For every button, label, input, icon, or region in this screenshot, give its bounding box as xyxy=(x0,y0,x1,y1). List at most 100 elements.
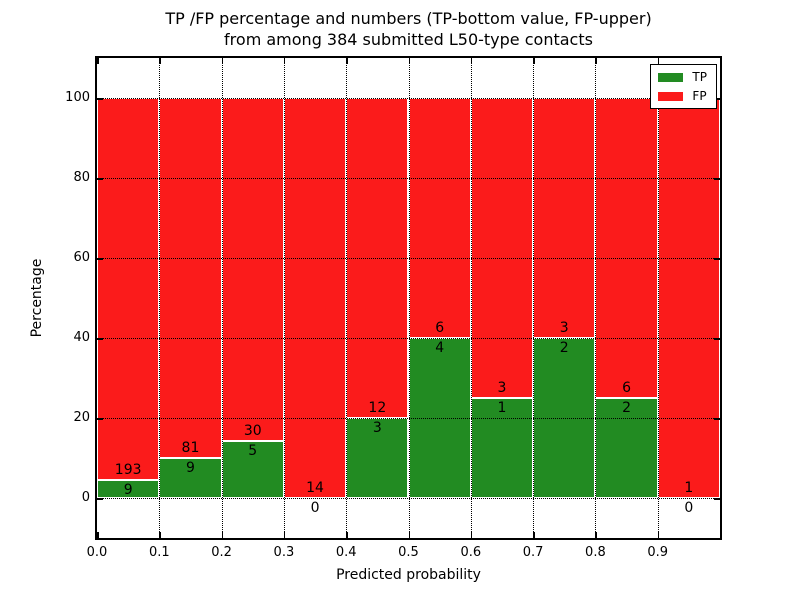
tp-bar-segment xyxy=(97,480,160,498)
x-tick-mark-top xyxy=(408,58,410,64)
y-tick-mark-left xyxy=(97,338,103,340)
fp-count-label: 1 xyxy=(684,480,694,496)
x-tick-mark-bottom xyxy=(657,532,660,538)
horizontal-gridline xyxy=(97,498,720,499)
fp-bar-segment xyxy=(221,98,284,441)
tp-bar-segment xyxy=(221,440,284,498)
y-tick-label: 40 xyxy=(73,330,90,345)
y-tick-mark-left xyxy=(97,498,103,500)
tp-count-label: 5 xyxy=(248,442,258,459)
x-tick-mark-top xyxy=(533,58,535,64)
tp-legend-label: TP xyxy=(692,70,707,84)
fp-bar-segment xyxy=(533,98,596,338)
legend-entry-tp: TP xyxy=(658,71,707,83)
horizontal-gridline xyxy=(97,178,720,179)
fp-count-label: 81 xyxy=(181,440,200,456)
x-tick-mark-bottom xyxy=(283,532,286,538)
tp-bar-segment xyxy=(159,458,222,498)
x-tick-mark-bottom xyxy=(346,532,348,538)
x-tick-mark-bottom xyxy=(221,532,224,538)
x-tick-mark-top xyxy=(595,58,597,64)
vertical-gridline xyxy=(657,58,659,538)
x-tick-mark-top xyxy=(221,58,224,64)
y-tick-mark-left xyxy=(97,418,103,420)
plot-area: TP FP 193 9 81 9 30 5 14 0 12 3 6 4 3 1 3 2 6 2 1 0 xyxy=(95,56,722,540)
vertical-gridline xyxy=(221,58,223,538)
y-tick-label: 60 xyxy=(73,250,90,265)
vertical-gridline xyxy=(159,58,161,538)
fp-count-label: 12 xyxy=(368,400,387,416)
tp-count-label: 2 xyxy=(559,340,569,356)
fp-count-label: 14 xyxy=(306,480,324,496)
x-tick-mark-top xyxy=(657,58,660,64)
x-tick-mark-bottom xyxy=(533,532,535,538)
chart-title-line2: from among 384 submitted L50-type contac… xyxy=(224,30,593,49)
x-tick-mark-top xyxy=(470,58,473,64)
x-tick-mark-top xyxy=(97,58,99,64)
fp-bar-segment xyxy=(408,98,471,338)
x-tick-label: 0.7 xyxy=(522,545,544,560)
vertical-gridline xyxy=(533,58,535,538)
tp-count-label: 9 xyxy=(123,482,133,498)
y-tick-mark-left xyxy=(97,258,103,260)
x-tick-label: 0.6 xyxy=(460,545,482,560)
y-tick-mark-right xyxy=(714,338,720,340)
y-tick-mark-right xyxy=(714,178,720,180)
fp-bar-segment xyxy=(470,98,534,398)
fp-count-label: 6 xyxy=(622,380,631,396)
fp-bar-segment xyxy=(657,98,720,498)
horizontal-gridline xyxy=(97,338,720,339)
x-tick-mark-bottom xyxy=(595,532,597,538)
x-axis-label: Predicted probability xyxy=(336,567,481,583)
vertical-gridline xyxy=(470,58,472,538)
vertical-gridline xyxy=(346,58,348,538)
fp-count-label: 3 xyxy=(497,380,507,396)
fp-count-label: 3 xyxy=(559,320,569,336)
tp-count-label: 2 xyxy=(622,400,631,416)
fp-bar-segment xyxy=(283,98,347,498)
fp-count-label: 6 xyxy=(435,320,445,336)
y-tick-mark-left xyxy=(97,98,103,100)
y-tick-mark-right xyxy=(714,258,720,260)
fp-count-label: 30 xyxy=(243,422,262,439)
y-tick-label: 100 xyxy=(65,90,90,105)
horizontal-gridline xyxy=(97,98,720,99)
fp-legend-swatch xyxy=(658,91,684,101)
x-tick-mark-bottom xyxy=(97,532,99,538)
x-tick-label: 0.3 xyxy=(273,545,295,560)
x-tick-label: 0.2 xyxy=(211,545,232,560)
chart-title-line1: TP /FP percentage and numbers (TP-bottom… xyxy=(165,9,652,28)
y-tick-label: 80 xyxy=(73,170,90,185)
tp-legend-swatch xyxy=(658,72,684,82)
tp-count-label: 3 xyxy=(372,420,382,436)
y-tick-mark-right xyxy=(714,98,720,100)
x-tick-label: 0.9 xyxy=(647,545,669,560)
tp-count-label: 1 xyxy=(497,400,507,416)
y-tick-mark-left xyxy=(97,178,103,180)
vertical-gridline xyxy=(408,58,410,538)
tp-count-label: 4 xyxy=(435,340,445,356)
x-tick-mark-top xyxy=(283,58,286,64)
vertical-gridline xyxy=(595,58,597,538)
horizontal-gridline xyxy=(97,418,720,419)
fp-bar-segment xyxy=(595,98,658,398)
x-tick-mark-top xyxy=(346,58,348,64)
y-axis-label: Percentage xyxy=(29,258,45,338)
tp-count-label: 0 xyxy=(310,500,320,516)
x-tick-mark-bottom xyxy=(159,532,161,538)
x-tick-label: 0.8 xyxy=(585,545,606,560)
legend-entry-fp: FP xyxy=(658,90,707,102)
y-tick-mark-right xyxy=(714,418,720,420)
y-tick-label: 20 xyxy=(73,410,90,425)
fp-count-label: 193 xyxy=(114,462,142,478)
tp-bar-segment xyxy=(595,398,658,498)
x-tick-label: 0.5 xyxy=(398,545,419,560)
x-tick-label: 0.1 xyxy=(148,545,170,560)
x-tick-mark-bottom xyxy=(470,532,473,538)
y-tick-mark-right xyxy=(714,498,720,500)
legend: TP FP xyxy=(650,64,717,109)
x-tick-label: 0.4 xyxy=(335,545,357,560)
horizontal-gridline xyxy=(97,258,720,259)
chart-title: TP /FP percentage and numbers (TP-bottom… xyxy=(97,8,720,50)
